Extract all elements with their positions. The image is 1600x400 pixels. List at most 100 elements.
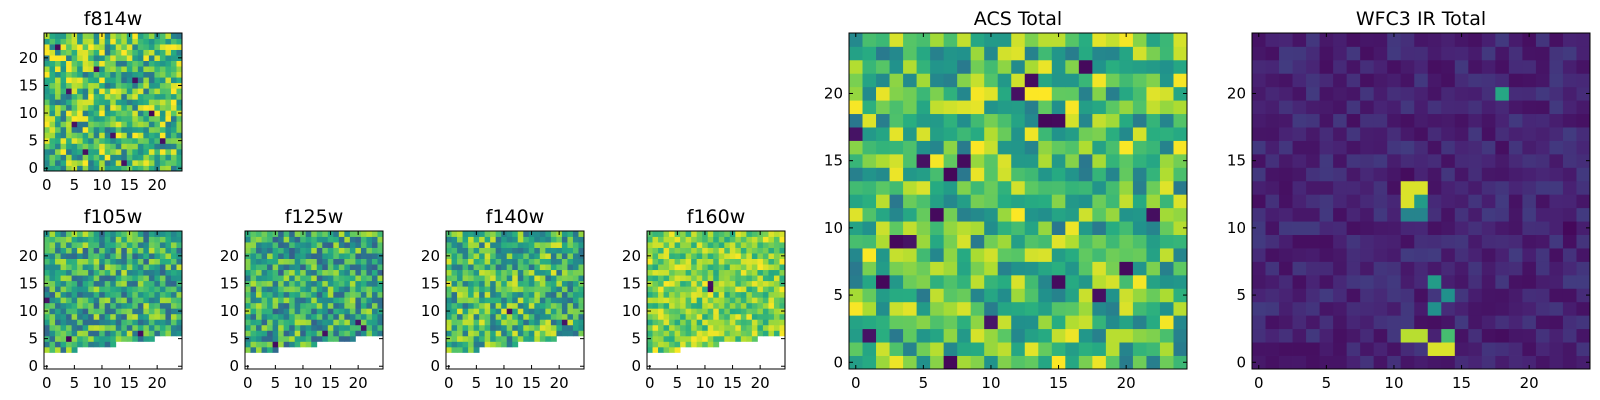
f125w-cell: [250, 280, 257, 287]
f125w-cell: [338, 258, 345, 265]
acs-total-cell: [1173, 355, 1188, 370]
acs-total-cell: [984, 234, 999, 249]
f814w-cell: [99, 44, 106, 50]
f125w-cell: [344, 330, 351, 337]
f125w-cell: [294, 313, 301, 320]
wfc3-ir-total-cell: [1252, 167, 1266, 182]
f140w-cell: [490, 236, 497, 243]
acs-total-cell: [1065, 59, 1080, 74]
f814w-cell: [143, 104, 150, 111]
wfc3-ir-total-cell: [1252, 100, 1266, 115]
f105w-cell: [170, 236, 177, 243]
wfc3-ir-total-cell: [1522, 328, 1537, 343]
f814w-cell: [115, 49, 122, 56]
acs-total-cell: [943, 46, 958, 61]
wfc3-ir-total-cell: [1508, 153, 1523, 168]
wfc3-ir-total-cell: [1279, 261, 1293, 276]
acs-total-cell: [1119, 207, 1134, 222]
f814w-cell: [165, 49, 172, 56]
f160w-cell: [707, 242, 714, 248]
f140w-cell: [561, 242, 568, 248]
f140w-cell: [462, 341, 469, 348]
f125w-cell: [245, 302, 251, 309]
wfc3-ir-total-cell: [1333, 73, 1348, 88]
acs-total-cell: [916, 207, 931, 222]
f814w-cell: [148, 38, 155, 45]
wfc3-ir-total-cell: [1522, 301, 1537, 316]
wfc3-ir-total-cell: [1427, 328, 1442, 343]
wfc3-ir-total-cell: [1279, 180, 1293, 195]
f160w-cell: [669, 253, 675, 259]
f814w-cell: [165, 137, 172, 144]
f140w-cell: [468, 231, 474, 237]
acs-total-cell: [1146, 46, 1161, 61]
wfc3-ir-total-cell: [1373, 140, 1388, 155]
f140w-cell: [578, 319, 585, 326]
wfc3-ir-total-cell: [1387, 248, 1402, 262]
f125w-cell: [289, 253, 296, 259]
f140w-cell: [572, 247, 579, 254]
acs-total-cell: [876, 194, 890, 209]
acs-total-cell: [1024, 86, 1039, 101]
f140w-cell: [457, 335, 463, 342]
f814w-cell: [115, 165, 122, 172]
wfc3-ir-total-cell: [1454, 167, 1469, 182]
wfc3-ir-total-cell: [1495, 180, 1510, 195]
f105w-cell: [49, 291, 56, 298]
wfc3-ir-total-cell: [1414, 234, 1429, 249]
acs-total-cell: [1132, 288, 1147, 303]
f105w-cell: [93, 264, 100, 271]
wfc3-ir-total-cell: [1414, 342, 1429, 356]
f814w-cell: [148, 165, 155, 172]
f814w-cell: [115, 148, 122, 155]
f105w-cell: [104, 302, 111, 309]
f105w-cell: [99, 335, 106, 342]
f125w-cell: [349, 231, 356, 237]
acs-total-cell: [1065, 288, 1080, 303]
f105w-cell: [93, 253, 100, 259]
f140w-cell: [484, 264, 491, 271]
wfc3-ir-total-cell: [1319, 86, 1334, 101]
f105w-cell: [148, 335, 155, 342]
f140w-cell: [495, 335, 502, 342]
f160w-cell: [735, 258, 742, 265]
f140w-cell: [567, 319, 574, 326]
f814w-cell: [77, 104, 84, 111]
f125w-cell: [300, 308, 307, 315]
f125w-cell: [316, 236, 323, 243]
f125w-cell: [294, 253, 301, 259]
acs-total-cell: [1024, 301, 1039, 316]
wfc3-ir-total-cell: [1414, 33, 1429, 47]
f140w-cell: [468, 346, 474, 353]
f814w-cell: [148, 88, 155, 95]
wfc3-ir-total-cell: [1549, 59, 1564, 74]
f814w-cell: [159, 159, 166, 166]
f814w-cell: [55, 110, 61, 117]
f814w-cell: [132, 132, 139, 139]
f105w-cell: [176, 231, 183, 237]
acs-total-cell: [1051, 59, 1066, 74]
f125w-cell: [333, 335, 340, 342]
f125w-cell: [366, 275, 373, 282]
acs-total-cell: [1119, 127, 1134, 141]
f125w-cell: [322, 330, 329, 337]
f105w-cell: [77, 236, 84, 243]
f160w-cell: [669, 319, 675, 326]
f125w-cell: [311, 335, 318, 342]
acs-total-cell: [1173, 342, 1188, 356]
f814w-cell: [170, 154, 177, 161]
f140w-cell: [572, 286, 579, 293]
wfc3-ir-total-cell: [1549, 33, 1564, 47]
acs-total-cell: [1024, 355, 1039, 370]
f140w-cell: [539, 313, 546, 320]
f105w-cell: [44, 258, 50, 265]
acs-total-cell: [862, 167, 877, 182]
wfc3-ir-total-xtick-label: 0: [1254, 374, 1264, 392]
acs-total-cell: [1105, 207, 1120, 222]
f105w-cell: [170, 269, 177, 276]
f814w-cell: [99, 121, 106, 128]
f140w-cell: [539, 231, 546, 237]
f140w-cell: [479, 247, 486, 254]
f125w-cell: [300, 324, 307, 331]
wfc3-ir-total-cell: [1522, 33, 1537, 47]
